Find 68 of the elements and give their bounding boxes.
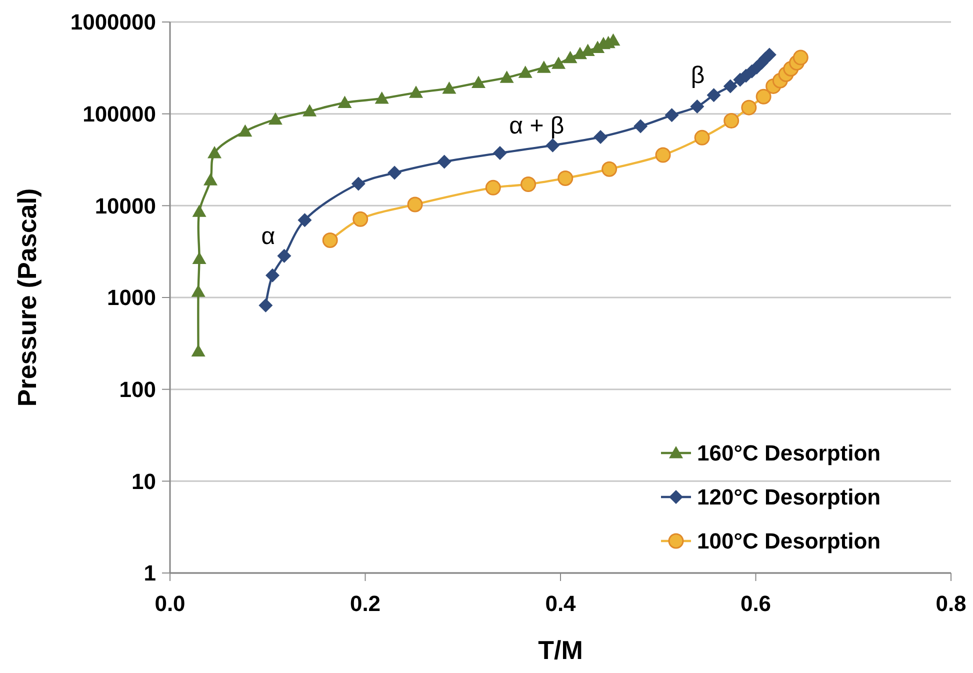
y-tick-label: 1000000 [70, 10, 156, 35]
point [407, 196, 423, 212]
y-tick-label: 100 [119, 377, 156, 402]
point [741, 100, 757, 116]
x-tick-label: 0.4 [545, 591, 577, 616]
point [664, 108, 679, 122]
point [518, 66, 532, 78]
point [762, 48, 776, 62]
point [492, 146, 507, 160]
point [536, 60, 551, 73]
point [192, 252, 206, 264]
point [268, 112, 282, 125]
x-tick-label: 0.0 [154, 591, 186, 616]
y-tick-label: 10000 [94, 193, 156, 218]
point [374, 91, 389, 104]
point [338, 96, 352, 108]
point [409, 86, 424, 98]
point [634, 119, 648, 134]
legend-label: 160°C Desorption [697, 440, 881, 466]
y-axis-title: Pressure (Pascal) [12, 188, 42, 407]
point [602, 161, 618, 177]
point [723, 79, 738, 94]
point [485, 180, 501, 196]
point [442, 81, 456, 94]
point [277, 248, 292, 263]
point [520, 176, 536, 192]
y-tick-label: 10 [132, 468, 156, 494]
legend-label: 100°C Desorption [697, 528, 881, 554]
point [352, 211, 368, 227]
point [594, 130, 608, 144]
point [724, 113, 740, 129]
point [706, 88, 721, 102]
y-tick-label: 1000 [107, 285, 156, 310]
x-axis-title: T/M [538, 635, 583, 665]
y-tick-label: 1 [144, 560, 156, 586]
point [258, 298, 273, 312]
point [546, 138, 560, 152]
point [322, 232, 338, 248]
legend-label: 120°C Desorption [697, 484, 881, 510]
point [192, 204, 206, 217]
point [351, 176, 366, 191]
point [204, 173, 218, 186]
point [690, 100, 704, 114]
point [266, 268, 280, 282]
point [388, 166, 402, 180]
point [437, 154, 452, 169]
point [500, 70, 514, 83]
point [302, 104, 317, 116]
point [191, 284, 206, 297]
point [471, 76, 486, 88]
annotation: β [690, 62, 705, 90]
x-tick-label: 0.8 [936, 591, 966, 616]
x-tick-label: 0.2 [350, 591, 381, 616]
point [191, 344, 206, 356]
annotation: α [261, 222, 276, 250]
point [238, 124, 252, 137]
point [552, 56, 566, 69]
point [694, 130, 710, 146]
point [792, 50, 808, 66]
point [558, 170, 574, 186]
x-tick-label: 0.6 [740, 591, 772, 616]
y-tick-label: 100000 [82, 102, 156, 127]
point [655, 147, 671, 163]
point [756, 88, 772, 104]
point [298, 213, 312, 228]
point [208, 146, 222, 158]
point [563, 50, 578, 64]
annotation: α + β [509, 112, 564, 140]
